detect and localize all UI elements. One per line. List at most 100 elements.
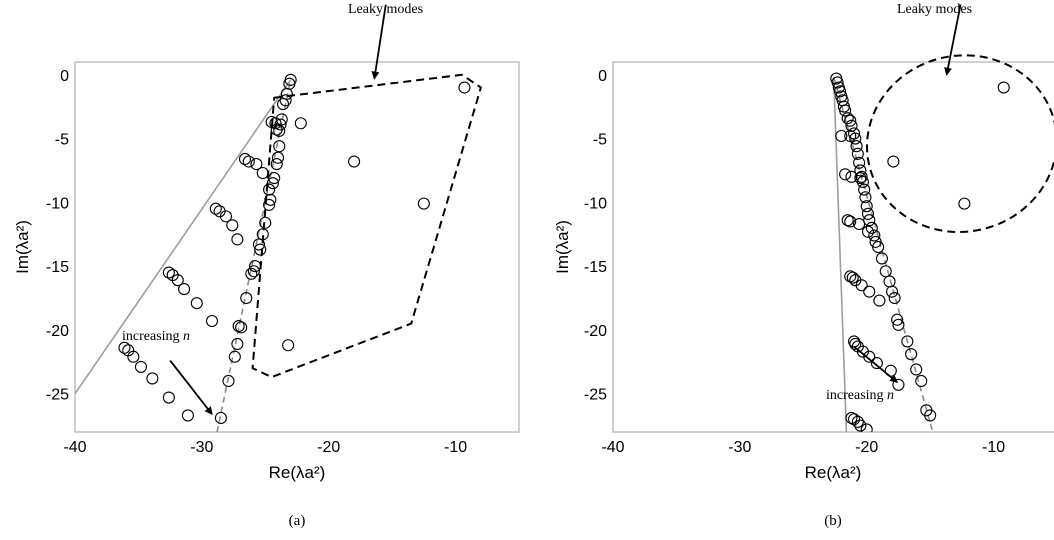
data-point bbox=[851, 147, 864, 160]
data-point bbox=[245, 267, 258, 280]
data-point bbox=[847, 127, 861, 140]
data-point bbox=[275, 113, 288, 126]
data-point bbox=[851, 415, 864, 428]
data-point bbox=[181, 409, 194, 422]
data-point bbox=[863, 350, 876, 363]
y-tick-label: -10 bbox=[584, 195, 607, 212]
panel-a: -40 -30 -20 -100-5-10-15-20-25 Leaky modes … bbox=[13, 2, 520, 529]
y-tick-label: -15 bbox=[584, 259, 607, 276]
y-tick-label: -25 bbox=[46, 387, 69, 404]
data-point bbox=[171, 274, 184, 287]
data-point bbox=[417, 197, 430, 210]
leaky-modes-label: Leaky modes bbox=[348, 2, 423, 17]
solid-fit-line bbox=[75, 79, 292, 395]
n-variable: n bbox=[887, 388, 894, 403]
y-tick-label: -5 bbox=[593, 132, 607, 149]
x-axis-title: Re(λa²) bbox=[269, 463, 326, 482]
data-point bbox=[270, 123, 283, 136]
data-point bbox=[860, 423, 873, 432]
data-point bbox=[887, 155, 900, 168]
y-tick-label: 0 bbox=[598, 68, 607, 85]
data-point bbox=[279, 94, 292, 107]
data-point bbox=[240, 291, 253, 305]
data-point bbox=[238, 152, 252, 166]
data-point bbox=[190, 297, 203, 310]
data-point bbox=[146, 372, 159, 385]
data-point bbox=[868, 229, 881, 242]
data-point bbox=[834, 85, 847, 98]
data-point bbox=[263, 198, 276, 211]
x-tick-label: -40 bbox=[63, 439, 86, 456]
x-tick-label: -30 bbox=[728, 439, 751, 456]
y-tick-label: -20 bbox=[46, 323, 69, 340]
y-axis-title: Im(λa²) bbox=[13, 220, 32, 274]
data-point bbox=[247, 265, 260, 278]
data-point bbox=[905, 348, 918, 361]
data-point bbox=[844, 215, 857, 228]
data-point bbox=[266, 177, 279, 190]
data-point bbox=[226, 219, 239, 232]
x-tick-label: -30 bbox=[190, 439, 213, 456]
y-tick-label: -20 bbox=[584, 323, 607, 340]
plot-frame bbox=[74, 61, 520, 433]
x-tick-label: -20 bbox=[855, 439, 878, 456]
data-point bbox=[127, 350, 140, 363]
data-point bbox=[850, 140, 863, 153]
data-point bbox=[162, 266, 175, 279]
y-tick-label: -10 bbox=[46, 195, 69, 212]
increasing-text: increasing bbox=[122, 329, 183, 344]
data-point bbox=[831, 76, 844, 89]
data-point bbox=[118, 341, 131, 354]
leaky-region bbox=[866, 54, 1054, 234]
data-point bbox=[839, 168, 852, 181]
data-point bbox=[282, 339, 295, 352]
data-point bbox=[232, 320, 245, 333]
data-point bbox=[270, 158, 283, 171]
data-point bbox=[910, 363, 923, 376]
data-point bbox=[162, 391, 175, 404]
y-axis-title: Im(λa²) bbox=[553, 220, 572, 274]
data-point bbox=[886, 285, 899, 298]
data-point bbox=[891, 313, 904, 326]
data-point bbox=[853, 156, 866, 169]
x-tick-label: -10 bbox=[444, 439, 467, 456]
data-point bbox=[273, 140, 286, 153]
data-point bbox=[264, 193, 277, 206]
data-point bbox=[242, 155, 255, 168]
arrows bbox=[853, 4, 962, 383]
data-point bbox=[254, 243, 267, 256]
panel-label: (b) bbox=[824, 513, 842, 529]
leaky-modes-arrow bbox=[944, 4, 962, 76]
data-point bbox=[841, 112, 854, 125]
data-point bbox=[276, 98, 290, 111]
data-point bbox=[855, 170, 868, 183]
data-point bbox=[860, 200, 873, 213]
increasing-n-label: increasing n bbox=[122, 329, 190, 344]
data-point bbox=[872, 240, 885, 254]
data-point bbox=[231, 233, 244, 246]
data-point bbox=[209, 202, 222, 215]
data-point bbox=[958, 197, 971, 210]
data-point bbox=[875, 252, 888, 265]
arrows bbox=[169, 4, 387, 415]
data-point bbox=[865, 221, 878, 234]
data-point bbox=[219, 210, 233, 223]
data-point bbox=[853, 217, 866, 231]
leaky-region bbox=[251, 73, 482, 379]
data-point bbox=[845, 411, 858, 425]
tick-labels: -40 -30 -20 -10 0 -5 -10 -15 -20 -25 bbox=[46, 68, 467, 456]
data-point bbox=[859, 191, 872, 204]
data-point bbox=[839, 104, 852, 117]
data-point bbox=[252, 238, 265, 251]
data-point bbox=[888, 291, 901, 305]
data-point bbox=[861, 207, 875, 220]
data-point bbox=[458, 81, 471, 94]
data-point bbox=[879, 265, 892, 278]
tick-labels: -40 -30 -20 -10 0 -5 -10 -15 -20 -25 bbox=[584, 68, 1005, 456]
data-point bbox=[214, 411, 227, 425]
data-point bbox=[205, 314, 219, 328]
y-tick-label: -5 bbox=[55, 132, 69, 149]
leaky-modes-label: Leaky modes bbox=[897, 2, 972, 17]
data-point bbox=[228, 350, 241, 363]
